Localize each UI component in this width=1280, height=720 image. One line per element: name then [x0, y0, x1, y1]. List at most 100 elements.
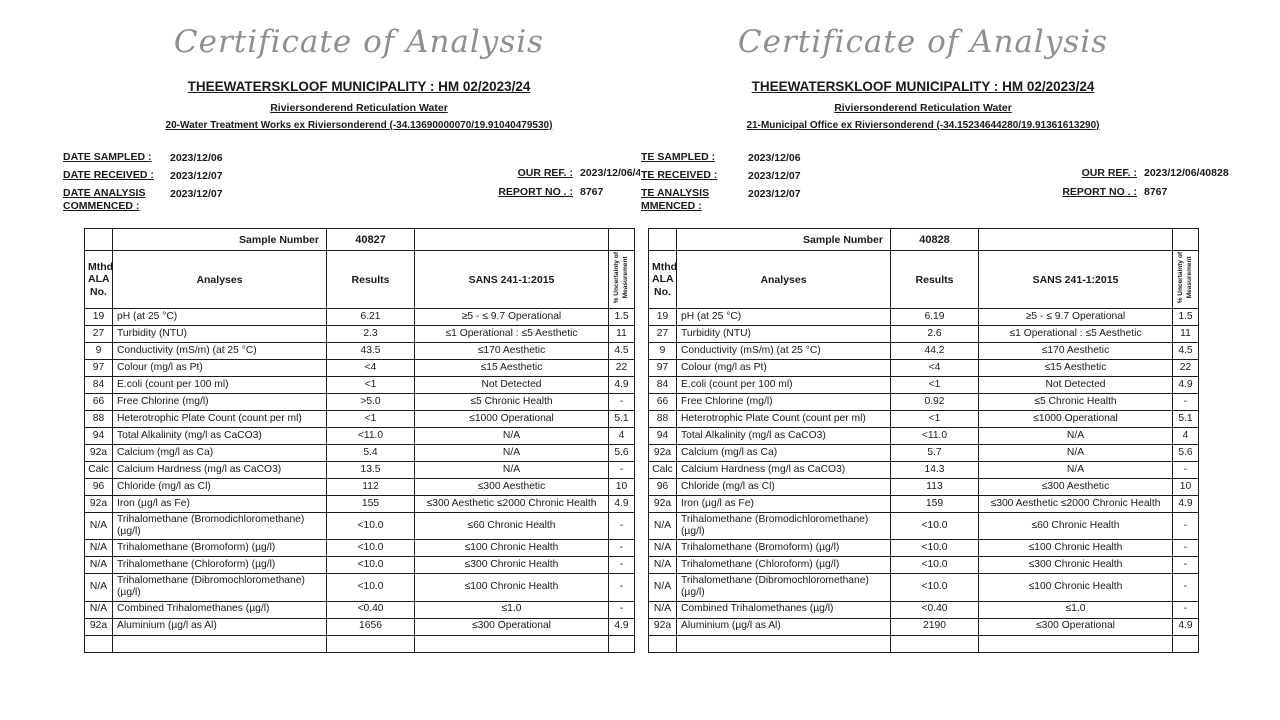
cell-sans-limit: ≤1000 Operational	[978, 410, 1173, 428]
table-row: N/A Trihalomethane (Bromodichloromethane)…	[84, 511, 635, 541]
cell-method-no: 19	[648, 308, 677, 326]
table-row: Calc Calcium Hardness (mg/l as CaCO3) 14.3…	[648, 461, 1199, 479]
cell-method-no	[648, 634, 677, 653]
reference-block: OUR REF. : 2023/12/06/40827 REPORT NO . …	[415, 167, 640, 205]
cell-result: <1	[326, 410, 415, 428]
our-ref-row: OUR REF. : 2023/12/06/40828	[979, 167, 1229, 179]
cell-analysis: E.coli (count per 100 ml)	[676, 376, 891, 394]
cell-sans-limit: N/A	[414, 444, 609, 462]
table-row: 88 Heterotrophic Plate Count (count per m…	[84, 410, 635, 428]
cell-method-no: 88	[648, 410, 677, 428]
table-row: 9 Conductivity (mS/m) (at 25 °C) 43.5 ≤170 …	[84, 342, 635, 360]
column-header-sans: SANS 241-1:2015	[414, 250, 609, 309]
table-row: 84 E.coli (count per 100 ml) <1 Not Detecte…	[84, 376, 635, 394]
table-row: 19 pH (at 25 °C) 6.19 ≥5 - ≤ 9.7 Operationa…	[648, 308, 1199, 326]
date-received-row: TE RECEIVED : 2023/12/07	[641, 169, 901, 182]
cell-uncertainty	[1172, 634, 1199, 653]
cell-analysis: Aluminium (µg/l as Al)	[676, 617, 891, 636]
report-no-label: REPORT NO . :	[1062, 186, 1137, 198]
cell-sans-limit	[414, 634, 609, 653]
cell-result: <0.40	[326, 600, 415, 619]
table-row: 92a Aluminium (µg/l as Al) 2190 ≤300 Operat…	[648, 617, 1199, 636]
cell-result: 155	[326, 495, 415, 513]
cell-analysis: Calcium (mg/l as Ca)	[676, 444, 891, 462]
cell-analysis: Conductivity (mS/m) (at 25 °C)	[676, 342, 891, 360]
table-row: N/A Trihalomethane (Dibromochloromethane)…	[84, 573, 635, 602]
date-sampled-label: DATE SAMPLED :	[63, 151, 152, 163]
cell-uncertainty	[608, 634, 635, 653]
table-row: 19 pH (at 25 °C) 6.21 ≥5 - ≤ 9.7 Operationa…	[84, 308, 635, 326]
cell-analysis: pH (at 25 °C)	[676, 308, 891, 326]
cell-sans-limit: ≤60 Chronic Health	[978, 511, 1173, 541]
table-row: 92a Aluminium (µg/l as Al) 1656 ≤300 Operat…	[84, 617, 635, 636]
cell-sans-limit: ≤300 Aesthetic ≤2000 Chronic Health	[978, 495, 1173, 513]
cell-method-no: N/A	[648, 511, 677, 541]
cell-sans-limit: ≤1 Operational : ≤5 Aesthetic	[414, 325, 609, 343]
cell-method-no: 96	[84, 478, 113, 496]
cell-analysis: Trihalomethane (Chloroform) (µg/l)	[112, 556, 327, 575]
cell-analysis: Turbidity (NTU)	[676, 325, 891, 343]
column-header-method: Mthd ALA No.	[84, 250, 113, 309]
our-ref-row: OUR REF. : 2023/12/06/40827	[415, 167, 640, 179]
date-analysis-commenced-label: DATE ANALYSIS COMMENCED :	[63, 187, 146, 213]
empty-cell	[414, 228, 609, 251]
report-no-value: 8767	[1144, 186, 1168, 198]
cell-analysis: pH (at 25 °C)	[112, 308, 327, 326]
cell-method-no: 66	[648, 393, 677, 411]
cell-result: <1	[890, 376, 979, 394]
column-header-results: Results	[890, 250, 979, 309]
cell-result: <10.0	[890, 556, 979, 575]
empty-cell	[1172, 228, 1199, 251]
cell-sans-limit: ≤300 Operational	[414, 617, 609, 636]
sampling-site-heading: 21-Municipal Office ex Riviersonderend (…	[746, 120, 1100, 131]
cell-sans-limit: ≤100 Chronic Health	[978, 573, 1173, 602]
cell-method-no: 19	[84, 308, 113, 326]
cell-method-no: Calc	[84, 461, 113, 479]
report-no-label: REPORT NO . :	[498, 186, 573, 198]
cell-sans-limit: ≤100 Chronic Health	[414, 573, 609, 602]
table-row: N/A Trihalomethane (Bromodichloromethane)…	[648, 511, 1199, 541]
cell-method-no: N/A	[84, 511, 113, 541]
table-row: 27 Turbidity (NTU) 2.6 ≤1 Operational : ≤5 …	[648, 325, 1199, 343]
cell-result: <0.40	[890, 600, 979, 619]
certificate-page: Certificate of Analysis THEEWATERSKLOOF …	[640, 0, 1280, 720]
sample-number-value: 40827	[326, 228, 415, 251]
cell-uncertainty: -	[1172, 600, 1199, 619]
cell-analysis: Turbidity (NTU)	[112, 325, 327, 343]
cell-analysis: Trihalomethane (Bromoform) (µg/l)	[112, 539, 327, 558]
cell-sans-limit: ≤300 Chronic Health	[414, 556, 609, 575]
cell-analysis: Heterotrophic Plate Count (count per ml)	[112, 410, 327, 428]
cell-analysis: Free Chlorine (mg/l)	[676, 393, 891, 411]
cell-sans-limit: N/A	[414, 427, 609, 445]
cell-uncertainty: 5.1	[608, 410, 635, 428]
cell-result: <10.0	[326, 511, 415, 541]
cell-uncertainty: 4.5	[608, 342, 635, 360]
table-row: 88 Heterotrophic Plate Count (count per m…	[648, 410, 1199, 428]
cell-result: <10.0	[890, 539, 979, 558]
column-header-uncertainty: % Uncertainty of Measurement	[608, 250, 635, 309]
cell-sans-limit: ≤100 Chronic Health	[414, 539, 609, 558]
cell-result: <11.0	[326, 427, 415, 445]
table-row: N/A Trihalomethane (Bromoform) (µg/l) <10.…	[648, 539, 1199, 558]
table-row: N/A Combined Trihalomethanes (µg/l) <0.40 ≤…	[84, 600, 635, 619]
cell-method-no: 92a	[84, 444, 113, 462]
cell-uncertainty: -	[1172, 556, 1199, 575]
cell-uncertainty: 5.6	[608, 444, 635, 462]
table-row: 66 Free Chlorine (mg/l) 0.92 ≤5 Chronic Hea…	[648, 393, 1199, 411]
report-no-row: REPORT NO . : 8767	[415, 186, 637, 198]
cell-analysis: Iron (µg/l as Fe)	[112, 495, 327, 513]
cell-sans-limit: ≤300 Chronic Health	[978, 556, 1173, 575]
cell-sans-limit: ≥5 - ≤ 9.7 Operational	[414, 308, 609, 326]
date-received-label: DATE RECEIVED :	[63, 169, 154, 182]
cell-sans-limit: ≤300 Aesthetic ≤2000 Chronic Health	[414, 495, 609, 513]
cell-uncertainty: 10	[1172, 478, 1199, 496]
table-row: N/A Trihalomethane (Chloroform) (µg/l) <10…	[84, 556, 635, 575]
table-row: 66 Free Chlorine (mg/l) >5.0 ≤5 Chronic Hea…	[84, 393, 635, 411]
our-ref-label: OUR REF. :	[1081, 167, 1137, 179]
cell-uncertainty: -	[1172, 393, 1199, 411]
cell-analysis: Chloride (mg/l as Cl)	[112, 478, 327, 496]
certificate-title: Certificate of Analysis	[173, 24, 545, 60]
cell-method-no: 84	[648, 376, 677, 394]
cell-sans-limit: ≤5 Chronic Health	[978, 393, 1173, 411]
date-sampled-label: TE SAMPLED :	[641, 151, 716, 163]
